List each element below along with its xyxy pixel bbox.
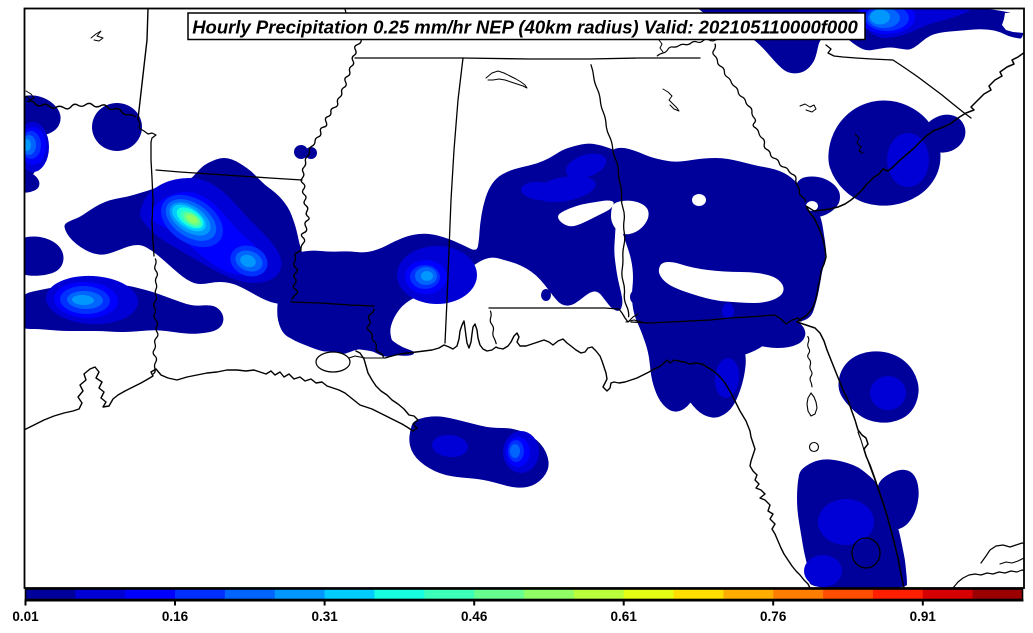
- svg-text:0.01: 0.01: [12, 609, 39, 624]
- svg-text:0.61: 0.61: [611, 609, 638, 624]
- svg-text:0.31: 0.31: [311, 609, 338, 624]
- svg-text:0.16: 0.16: [162, 609, 189, 624]
- svg-text:Hourly Precipitation 0.25 mm/h: Hourly Precipitation 0.25 mm/hr NEP (40k…: [192, 17, 858, 38]
- svg-text:0.46: 0.46: [461, 609, 488, 624]
- svg-text:0.91: 0.91: [910, 609, 937, 624]
- svg-text:0.76: 0.76: [760, 609, 787, 624]
